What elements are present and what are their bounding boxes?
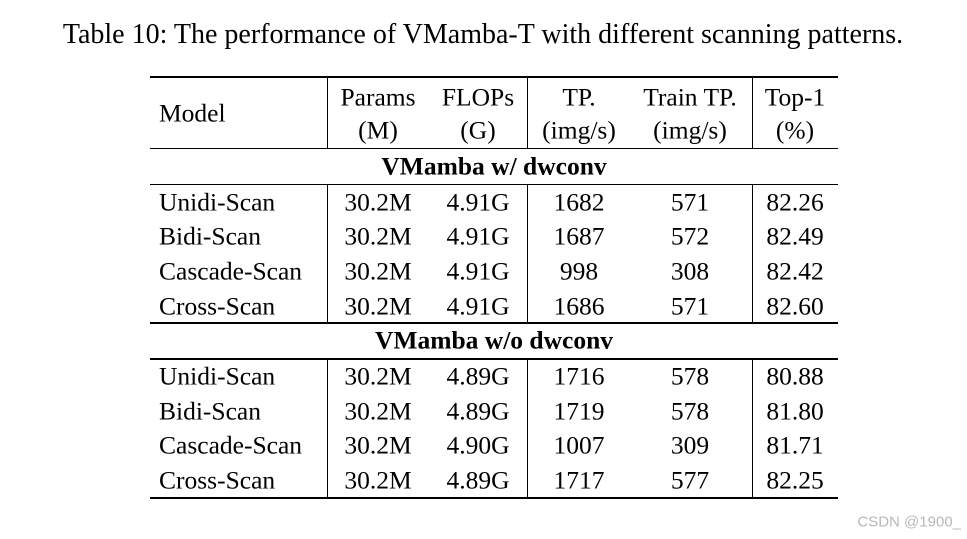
row-label: Unidi-Scan xyxy=(159,361,276,391)
table-rule xyxy=(150,148,838,150)
table-cell: 998 xyxy=(559,256,599,286)
table-cell: 1007 xyxy=(553,430,605,460)
table-cell: 309 xyxy=(670,430,710,460)
table-cell: 30.2M xyxy=(344,187,412,217)
table-cell: 4.90G xyxy=(446,430,510,460)
table-rule xyxy=(327,77,329,148)
table-cell: 308 xyxy=(670,256,710,286)
table-rule xyxy=(327,184,329,323)
table-cell: 30.2M xyxy=(344,290,412,320)
table-cell: 1682 xyxy=(553,187,605,217)
header-cell: (img/s) xyxy=(653,115,727,145)
table-rule xyxy=(527,358,529,497)
table-rule xyxy=(752,358,754,497)
table-cell: 577 xyxy=(670,465,710,495)
table-cell: 1687 xyxy=(553,221,605,251)
row-label: Bidi-Scan xyxy=(159,396,261,426)
table-caption: Table 10: The performance of VMamba-T wi… xyxy=(62,19,904,50)
table-cell: 4.89G xyxy=(446,361,510,391)
header-cell: (M) xyxy=(358,115,398,145)
table-cell: 4.89G xyxy=(446,465,510,495)
table-cell: 30.2M xyxy=(344,361,412,391)
table-cell: 80.88 xyxy=(766,361,824,391)
row-label: Cross-Scan xyxy=(159,290,276,320)
table-rule xyxy=(150,184,838,186)
table-cell: 30.2M xyxy=(344,465,412,495)
table-cell: 30.2M xyxy=(344,221,412,251)
table-rule xyxy=(150,76,838,79)
table-rule xyxy=(327,358,329,497)
table-rule xyxy=(752,77,754,148)
header-cell: FLOPs xyxy=(441,82,515,112)
table-cell: 30.2M xyxy=(344,256,412,286)
header-cell: Params xyxy=(340,82,416,112)
row-label: Cascade-Scan xyxy=(159,256,303,286)
row-label: Bidi-Scan xyxy=(159,221,261,251)
table-cell: 82.26 xyxy=(766,187,824,217)
table-cell: 4.91G xyxy=(446,256,510,286)
table-rule xyxy=(150,322,838,324)
table-cell: 1686 xyxy=(553,290,605,320)
table-cell: 82.42 xyxy=(766,256,824,286)
row-label: Cross-Scan xyxy=(159,465,276,495)
table-cell: 1717 xyxy=(553,465,605,495)
header-cell: (img/s) xyxy=(542,115,616,145)
table-cell: 30.2M xyxy=(344,430,412,460)
row-label: Unidi-Scan xyxy=(159,187,276,217)
table-rule xyxy=(527,184,529,323)
table-cell: 4.91G xyxy=(446,290,510,320)
table-cell: 4.89G xyxy=(446,396,510,426)
table-rule xyxy=(150,358,838,360)
table-cell: 82.49 xyxy=(766,221,824,251)
table-cell: 578 xyxy=(670,396,710,426)
table-rule xyxy=(527,77,529,148)
table-cell: 82.60 xyxy=(766,290,824,320)
header-cell: (G) xyxy=(460,115,496,145)
table-cell: 1716 xyxy=(553,361,605,391)
header-cell: (%) xyxy=(775,115,815,145)
table-cell: 572 xyxy=(670,221,710,251)
header-cell: Train TP. xyxy=(643,82,737,112)
table-cell: 571 xyxy=(670,290,710,320)
table-rule xyxy=(150,496,838,499)
header-cell: Model xyxy=(159,97,226,127)
table-cell: 82.25 xyxy=(766,465,824,495)
section-title: VMamba w/o dwconv xyxy=(374,325,614,355)
row-label: Cascade-Scan xyxy=(159,430,303,460)
table-cell: 81.80 xyxy=(766,396,824,426)
section-title: VMamba w/ dwconv xyxy=(381,151,607,181)
header-cell: TP. xyxy=(562,82,596,112)
table-cell: 30.2M xyxy=(344,396,412,426)
watermark: CSDN @1900_ xyxy=(857,513,961,531)
table-cell: 1719 xyxy=(553,396,605,426)
table-cell: 578 xyxy=(670,361,710,391)
table-cell: 81.71 xyxy=(766,430,824,460)
table-rule xyxy=(752,184,754,323)
header-cell: Top-1 xyxy=(764,82,826,112)
table-cell: 4.91G xyxy=(446,187,510,217)
table-cell: 571 xyxy=(670,187,710,217)
table-cell: 4.91G xyxy=(446,221,510,251)
